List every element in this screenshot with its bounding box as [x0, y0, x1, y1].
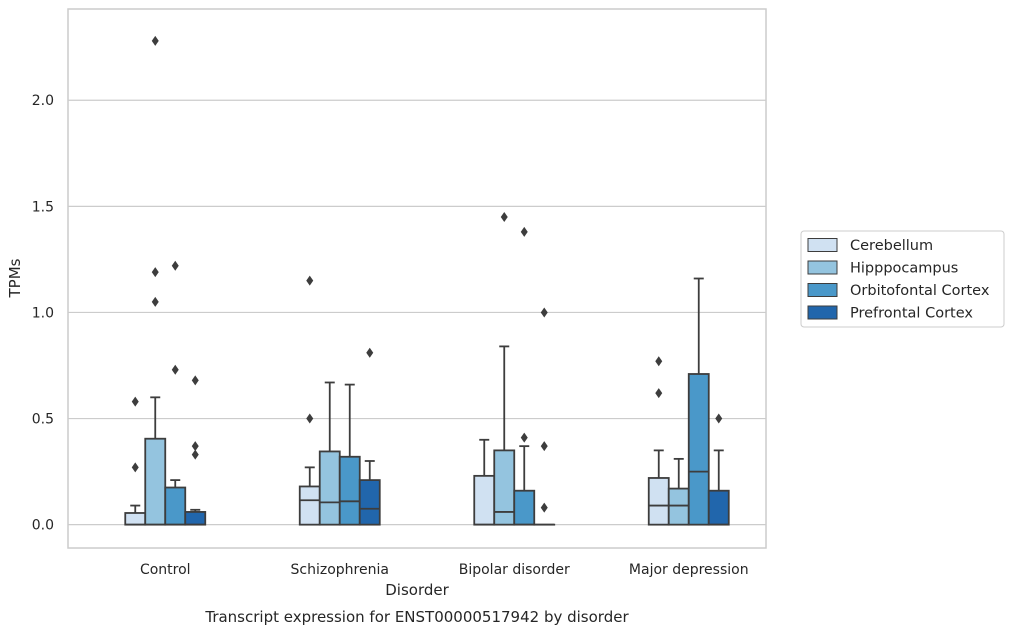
- outlier-point: [520, 226, 528, 237]
- box-cerebellum: [298, 275, 321, 526]
- box: [707, 489, 730, 526]
- box: [184, 511, 207, 526]
- outlier-point: [131, 462, 139, 473]
- box-orbitofontal-cortex: [338, 383, 361, 526]
- box-orbitofontal-cortex: [513, 226, 536, 526]
- box: [647, 477, 670, 526]
- box-hipppocampus: [144, 35, 167, 526]
- box-hipppocampus: [493, 211, 516, 526]
- x-tick-label: Control: [140, 562, 191, 578]
- y-tick-label: 1.0: [32, 305, 54, 321]
- box: [667, 487, 690, 526]
- outlier-point: [151, 35, 159, 46]
- outlier-point: [540, 502, 548, 513]
- legend-swatch: [807, 283, 838, 297]
- outlier-point: [171, 260, 179, 271]
- box: [318, 450, 341, 526]
- box: [124, 512, 147, 526]
- box-cerebellum: [647, 356, 670, 526]
- box-groups: [124, 35, 730, 526]
- x-tick-label: Major depression: [629, 562, 749, 578]
- legend: Cerebellum Hipppocampus Orbitofontal Corte…: [800, 230, 1005, 328]
- box-prefrontal-cortex: [184, 375, 207, 526]
- outlier-point: [306, 275, 314, 286]
- box-prefrontal-cortex: [358, 347, 381, 526]
- outlier-point: [366, 347, 374, 358]
- box-hipppocampus: [667, 457, 690, 526]
- box: [338, 455, 361, 526]
- legend-frame: [800, 230, 1005, 328]
- outlier-point: [171, 364, 179, 375]
- y-tick-label: 2.0: [32, 93, 54, 109]
- outlier-point: [151, 267, 159, 278]
- chart-caption: Transcript expression for ENST0000051794…: [204, 608, 629, 626]
- outlier-point: [715, 413, 723, 424]
- outlier-point: [131, 396, 139, 407]
- plot-area: [67, 8, 767, 549]
- outlier-point: [655, 356, 663, 367]
- legend-label: Prefrontal Cortex: [850, 306, 973, 322]
- outlier-point: [151, 296, 159, 307]
- box: [473, 474, 496, 526]
- outlier-point: [540, 307, 548, 318]
- box-prefrontal-cortex: [533, 307, 556, 526]
- box-cerebellum: [473, 438, 496, 526]
- outlier-point: [191, 375, 199, 386]
- outlier-point: [540, 441, 548, 452]
- gridlines: [68, 99, 766, 526]
- x-axis-label: Disorder: [385, 581, 449, 599]
- outlier-point: [520, 432, 528, 443]
- x-axis-ticks: Control Schizophrenia Bipolar disorder Majo…: [140, 562, 749, 578]
- box: [144, 437, 167, 526]
- y-axis-label: TPMs: [6, 258, 24, 298]
- outlier-point: [655, 388, 663, 399]
- y-tick-label: 0.0: [32, 518, 54, 534]
- y-axis-ticks: 0.0 0.5 1.0 1.5 2.0: [32, 93, 54, 533]
- legend-swatch: [807, 260, 838, 275]
- legend-label: Cerebellum: [850, 238, 933, 254]
- outlier-point: [191, 449, 199, 460]
- box: [358, 479, 381, 526]
- box: [513, 489, 536, 526]
- outlier-point: [191, 441, 199, 452]
- legend-swatch: [807, 305, 838, 320]
- y-tick-label: 1.5: [32, 199, 54, 215]
- box-cerebellum: [124, 396, 147, 526]
- legend-label: Hipppocampus: [850, 261, 958, 277]
- box: [164, 486, 187, 526]
- box-orbitofontal-cortex: [687, 277, 710, 526]
- box-hipppocampus: [318, 381, 341, 526]
- legend-label: Orbitofontal Cortex: [850, 283, 990, 299]
- x-tick-label: Bipolar disorder: [459, 562, 570, 578]
- outlier-point: [306, 413, 314, 424]
- box: [298, 485, 321, 526]
- outlier-point: [500, 211, 508, 222]
- y-tick-label: 0.5: [32, 412, 54, 428]
- box-prefrontal-cortex: [707, 413, 730, 526]
- box: [687, 373, 710, 526]
- box-orbitofontal-cortex: [164, 260, 187, 526]
- legend-swatch: [807, 238, 838, 252]
- box: [493, 449, 516, 526]
- x-tick-label: Schizophrenia: [291, 562, 389, 578]
